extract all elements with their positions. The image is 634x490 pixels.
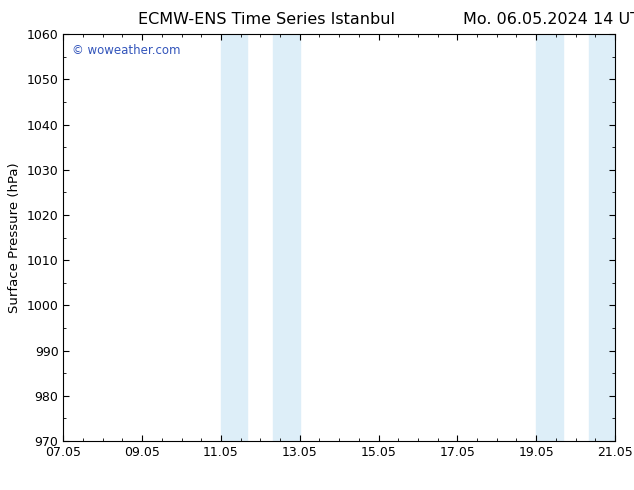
Bar	[221, 34, 247, 441]
Text: Mo. 06.05.2024 14 UTC: Mo. 06.05.2024 14 UTC	[463, 12, 634, 27]
Bar	[273, 34, 300, 441]
Bar	[536, 34, 562, 441]
Text: ECMW-ENS Time Series Istanbul: ECMW-ENS Time Series Istanbul	[138, 12, 395, 27]
Y-axis label: Surface Pressure (hPa): Surface Pressure (hPa)	[8, 162, 21, 313]
Text: © woweather.com: © woweather.com	[72, 45, 180, 57]
Bar	[588, 34, 615, 441]
